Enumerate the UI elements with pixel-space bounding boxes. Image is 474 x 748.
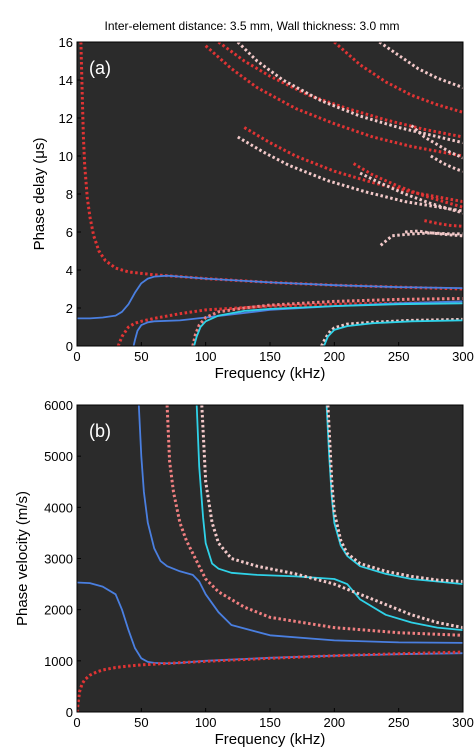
x-tick-label: 100	[195, 715, 217, 730]
series-line-14-dotted	[333, 42, 463, 114]
y-tick-label: 10	[59, 149, 73, 164]
y-tick-label: 1000	[44, 654, 73, 669]
y-axis-label: Phase velocity (m/s)	[14, 491, 31, 626]
series-group	[77, 405, 463, 712]
series-line-7-dotted	[320, 317, 463, 346]
x-tick-label: 50	[134, 349, 148, 364]
series-line-15-dotted	[378, 42, 463, 90]
series-line-3-solid	[137, 405, 463, 644]
x-tick-label: 250	[388, 715, 410, 730]
series-line-8-solid	[323, 319, 463, 346]
x-tick-label: 0	[73, 715, 80, 730]
series-line-7-solid	[325, 405, 463, 585]
y-tick-label: 5000	[44, 449, 73, 464]
x-tick-label: 300	[452, 715, 474, 730]
y-tick-label: 0	[66, 705, 73, 720]
series-line-2-dotted	[77, 650, 463, 712]
x-tick-label: 200	[323, 715, 345, 730]
series-line-10-dotted	[204, 44, 463, 158]
x-tick-label: 300	[452, 349, 474, 364]
x-tick-label: 250	[388, 349, 410, 364]
series-line-19-dotted	[430, 154, 463, 173]
y-tick-label: 4	[66, 263, 73, 278]
series-line-9-dotted	[217, 42, 463, 139]
series-line-3-dotted	[116, 300, 463, 346]
series-line-11-dotted	[236, 42, 463, 145]
y-tick-label: 2	[66, 301, 73, 316]
y-axis-label: Phase delay (μs)	[31, 138, 48, 251]
y-tick-label: 6000	[44, 398, 73, 413]
series-line-18-dotted	[410, 124, 463, 160]
series-line-6-solid	[193, 302, 463, 346]
series-group	[77, 42, 463, 346]
y-tick-label: 14	[59, 73, 73, 88]
y-tick-label: 6	[66, 225, 73, 240]
series-line-13-dotted	[237, 135, 463, 213]
y-tick-label: 3000	[44, 552, 73, 567]
series-line-1-solid	[77, 581, 463, 665]
series-line-21-dotted	[424, 219, 463, 228]
y-tick-label: 2000	[44, 603, 73, 618]
x-tick-label: 150	[259, 715, 281, 730]
y-tick-label: 4000	[44, 500, 73, 515]
panel-label: (b)	[89, 421, 111, 441]
x-tick-label: 100	[195, 349, 217, 364]
series-line-12-dotted	[243, 126, 463, 204]
series-line-4-dotted	[165, 405, 463, 637]
y-tick-label: 8	[66, 187, 73, 202]
panel-label: (a)	[89, 58, 111, 78]
y-tick-label: 12	[59, 111, 73, 126]
series-line-5-dotted	[191, 297, 463, 346]
x-tick-label: 150	[259, 349, 281, 364]
figure-title: Inter-element distance: 3.5 mm, Wall thi…	[105, 19, 400, 33]
series-line-2-solid	[77, 274, 463, 320]
chart-panel-b: 0 50 100 150 200 250 3000100020003000400050006…	[14, 398, 474, 748]
x-tick-label: 0	[73, 349, 80, 364]
series-line-16-dotted	[352, 162, 463, 209]
y-tick-label: 16	[59, 35, 73, 50]
x-axis-label: Frequency (kHz)	[215, 365, 326, 382]
series-line-6-dotted	[200, 405, 463, 630]
plot-background	[77, 42, 463, 346]
series-line-22-dotted	[404, 229, 463, 238]
x-axis-label: Frequency (kHz)	[215, 731, 326, 748]
x-tick-label: 50	[134, 715, 148, 730]
series-line-8-dotted	[326, 405, 463, 583]
chart-panel-a: 0 50 100 150 200 250 300 0 2 4 6 8 10 12 14 16 Frequency…	[31, 35, 474, 382]
series-line-5-solid	[195, 405, 463, 631]
x-tick-label: 200	[323, 349, 345, 364]
y-tick-label: 0	[66, 339, 73, 354]
